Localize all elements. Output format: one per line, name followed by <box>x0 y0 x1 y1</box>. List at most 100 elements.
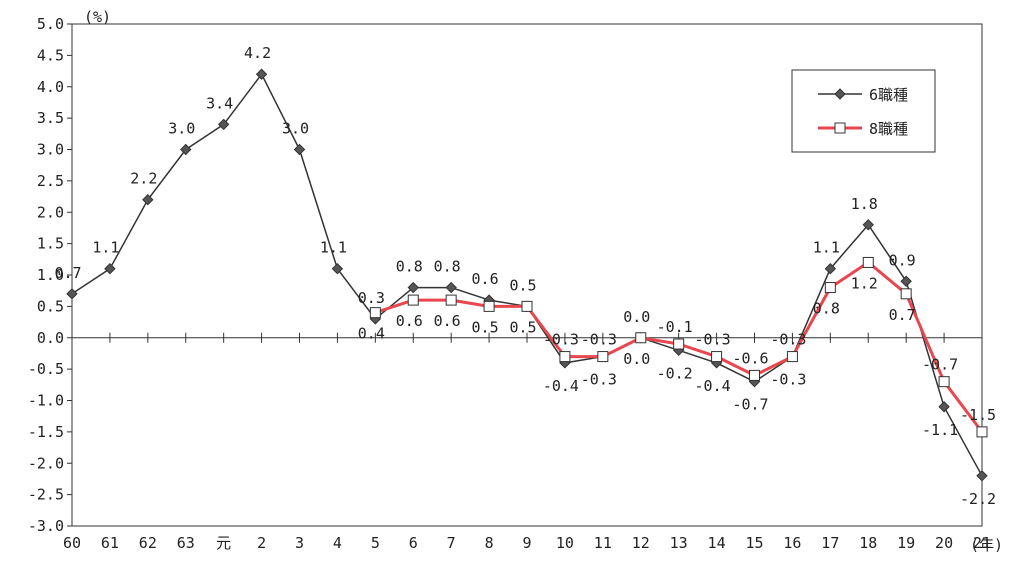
data-label-series-2: 0.8 <box>813 300 840 318</box>
x-tick-label: 16 <box>783 534 801 552</box>
legend-square-marker <box>834 122 846 134</box>
data-label-series-2: 0.5 <box>509 318 536 336</box>
data-point-diamond <box>293 143 306 156</box>
legend-box <box>791 69 936 153</box>
x-tick-label: 11 <box>594 534 612 552</box>
data-label-series-2: -0.1 <box>657 318 693 336</box>
data-label-series-2: 0.5 <box>472 318 499 336</box>
data-label-series-1: -0.2 <box>657 364 693 382</box>
data-label-series-2: 0.6 <box>434 312 461 330</box>
x-tick-label: 19 <box>897 534 915 552</box>
data-label-series-1: 0.7 <box>54 264 81 282</box>
data-point-square <box>786 351 798 363</box>
data-label-series-1: 1.1 <box>92 239 119 257</box>
x-tick-label: 元 <box>216 534 231 552</box>
data-point-diamond <box>180 143 192 156</box>
data-point-square <box>445 294 457 306</box>
data-label-series-2: -1.5 <box>960 406 996 424</box>
data-label-series-1: -0.3 <box>770 371 806 389</box>
data-point-square <box>635 332 647 344</box>
data-point-square <box>483 300 495 312</box>
data-label-series-1: 1.8 <box>851 195 878 213</box>
x-tick-label: 6 <box>409 534 418 552</box>
x-tick-label: 12 <box>632 534 650 552</box>
legend-label-8: 8職種 <box>869 120 908 138</box>
y-tick-label: 4.0 <box>37 78 64 96</box>
data-label-series-1: -2.2 <box>960 490 996 508</box>
legend-item-6: 6職種 <box>818 86 908 104</box>
data-point-diamond <box>217 118 230 131</box>
y-tick-label: 2.0 <box>37 203 64 221</box>
data-point-square <box>407 294 419 306</box>
y-tick-label: 1.5 <box>37 235 64 253</box>
data-label-series-1: -0.3 <box>581 371 617 389</box>
x-tick-label: 8 <box>485 534 494 552</box>
data-label-series-1: 3.0 <box>282 120 309 138</box>
data-point-square <box>900 288 912 300</box>
y-tick-label: -3.0 <box>28 517 64 535</box>
data-label-series-1: 0.6 <box>472 270 499 288</box>
data-label-series-1: 1.1 <box>813 239 840 257</box>
y-tick-label: -0.5 <box>28 360 64 378</box>
y-tick-label: -1.5 <box>28 423 64 441</box>
data-label-series-1: 3.0 <box>168 120 195 138</box>
x-tick-label: 17 <box>821 534 839 552</box>
x-tick-label: 5 <box>371 534 380 552</box>
data-point-diamond <box>445 281 457 294</box>
data-point-square <box>976 426 988 438</box>
x-tick-label: 63 <box>177 534 195 552</box>
x-tick-label: 10 <box>556 534 574 552</box>
x-tick-label: 3 <box>295 534 304 552</box>
y-tick-label: 3.0 <box>37 141 64 159</box>
y-tick-label: 2.5 <box>37 172 64 190</box>
data-labels-layer: 0.71.12.23.03.44.23.01.10.30.8 0.80.6 0.5-… <box>54 44 996 508</box>
data-label-series-1: 1.1 <box>320 239 347 257</box>
x-tick-label: 13 <box>670 534 688 552</box>
y-tick-label: 0.5 <box>37 297 64 315</box>
y-tick-label: -1.0 <box>28 392 64 410</box>
data-point-diamond <box>66 288 78 300</box>
x-unit-label: (年) <box>970 536 1003 554</box>
data-label-series-1: -0.7 <box>732 396 768 414</box>
data-label-series-2: -0.3 <box>770 331 806 349</box>
x-tick-label: 15 <box>745 534 763 552</box>
data-label-series-2: -0.3 <box>695 331 731 349</box>
x-tick-label: 62 <box>139 534 157 552</box>
x-tick-label: 20 <box>935 534 953 552</box>
axes-layer: 5.0 4.5 4.0 3.5 3.0 2.5 2.0 1.5 1.0 0.5 0.0 -0.5 -1.… <box>28 15 991 552</box>
data-point-diamond <box>824 263 837 275</box>
data-point-square <box>521 300 533 312</box>
data-label-series-1: 3.4 <box>206 94 233 112</box>
x-tick-label: 9 <box>522 534 531 552</box>
data-point-diamond <box>331 263 344 275</box>
y-tick-label: -2.0 <box>28 454 64 472</box>
data-point-diamond <box>862 219 874 231</box>
data-label-series-2: 0.6 <box>396 312 423 330</box>
x-tick-label: 7 <box>447 534 456 552</box>
data-point-square <box>824 282 836 294</box>
data-point-diamond <box>938 401 950 413</box>
data-point-diamond <box>900 275 912 287</box>
data-label-series-2: -0.3 <box>581 331 617 349</box>
data-label-series-1: 0.9 <box>889 251 916 269</box>
x-tick-label: 60 <box>63 534 81 552</box>
data-point-diamond <box>104 263 116 275</box>
data-label-series-2: 1.2 <box>851 274 878 292</box>
x-tick-label: 14 <box>708 534 726 552</box>
data-point-square <box>673 338 685 350</box>
data-label-series-1: 2.2 <box>130 170 157 188</box>
data-label-series-2: -0.7 <box>922 356 958 374</box>
y-tick-label: 3.5 <box>37 109 64 127</box>
data-label-series-2: 0.0 <box>623 350 650 368</box>
x-tick-label: 61 <box>101 534 119 552</box>
legend-diamond-marker <box>834 88 846 100</box>
data-point-square <box>559 351 571 363</box>
y-tick-label: -2.5 <box>28 486 64 504</box>
data-label-series-1: -1.1 <box>922 421 958 439</box>
data-label-series-1: 0.0 <box>623 308 650 326</box>
y-tick-label: 1.0 <box>37 266 64 284</box>
data-label-series-1: 0.8 <box>396 258 423 276</box>
data-label-series-2: 0.4 <box>358 325 385 343</box>
data-label-series-2: -0.3 <box>543 331 579 349</box>
